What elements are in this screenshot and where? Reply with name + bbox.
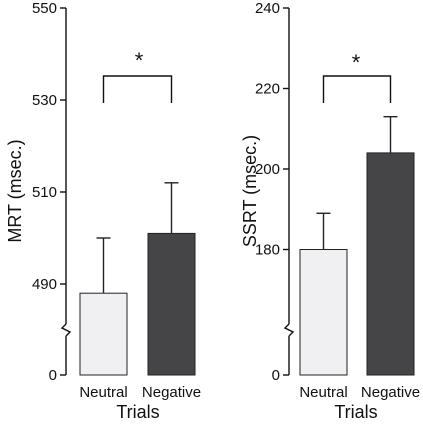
ssrt-significance-bracket (322, 75, 392, 103)
mrt-tick-label: 510 (32, 184, 57, 201)
ssrt-bars: Neutral Negative (299, 75, 420, 401)
mrt-tick-label: 530 (32, 92, 57, 109)
mrt-ylabel: MRT (msec.) (5, 139, 25, 242)
mrt-significance-star: * (135, 48, 144, 73)
ssrt-ylabel: SSRT (msec.) (240, 135, 260, 247)
mrt-axis-break (60, 323, 72, 337)
mrt-category-label: Negative (142, 384, 201, 401)
ssrt-xlabel: Trials (334, 402, 377, 422)
mrt-tick-label: 490 (32, 276, 57, 293)
mrt-ticks: 0 490 510 530 550 (32, 0, 66, 384)
ssrt-category-label: Negative (361, 384, 420, 401)
ssrt-bar-neutral (299, 249, 348, 376)
ssrt-tick-label: 220 (255, 81, 280, 98)
ssrt-axis-break (283, 323, 295, 337)
ssrt-tick-label: 180 (255, 242, 280, 259)
ssrt-tick-label: 200 (255, 161, 280, 178)
mrt-tick-label: 550 (32, 0, 57, 17)
panel-ssrt: Neutral Negative 0 180 200 220 240 SSRT (msec… (240, 0, 420, 422)
panel-mrt: Neutral Negative 0 490 510 530 550 MRT (msec.… (5, 0, 201, 422)
ssrt-significance-star: * (352, 50, 361, 75)
ssrt-bar-negative (366, 152, 415, 376)
ssrt-axes (283, 8, 295, 375)
ssrt-category-label: Neutral (299, 384, 347, 401)
mrt-category-label: Neutral (79, 384, 127, 401)
ssrt-tick-label: 240 (255, 0, 280, 17)
mrt-significance-bracket (102, 75, 173, 103)
mrt-bar-neutral (79, 292, 128, 376)
mrt-xlabel: Trials (116, 402, 159, 422)
ssrt-tick-label: 0 (272, 367, 280, 384)
mrt-bars: Neutral Negative (79, 75, 201, 401)
mrt-tick-label: 0 (49, 367, 57, 384)
mrt-axes (60, 8, 72, 375)
mrt-bar-negative (147, 232, 196, 376)
ssrt-ticks: 0 180 200 220 240 (255, 0, 289, 384)
